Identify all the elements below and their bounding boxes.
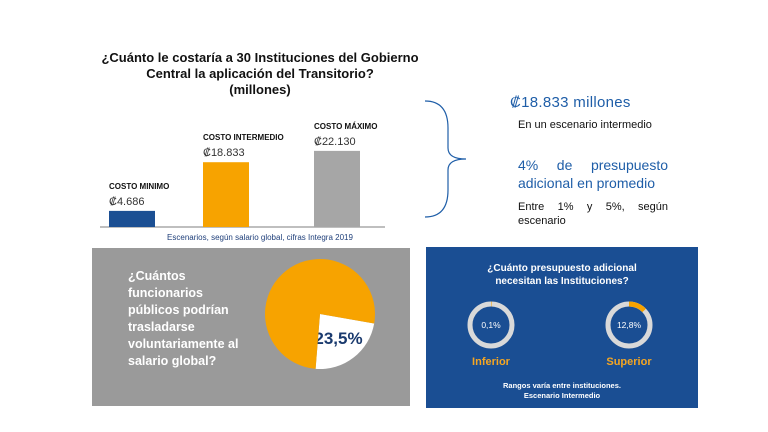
donut-fill — [605, 301, 653, 349]
pie-slice — [315, 314, 375, 369]
bar — [203, 162, 249, 227]
brace-icon — [424, 100, 467, 218]
pie-slice — [265, 259, 375, 369]
budget-note-line: Escenario Intermedio — [523, 391, 601, 400]
bar-title-line-1: ¿Cuánto le costaría a 30 Instituciones d… — [101, 50, 419, 65]
bar-chart-note: Escenarios, según salario global, cifras… — [167, 233, 353, 242]
donut-fill — [467, 301, 515, 349]
main-cost-subtitle: En un escenario intermedio — [518, 119, 652, 131]
budget-range-note: Entre 1% y 5%, según escenario — [518, 201, 668, 227]
bar-value-label: ₡4.686 — [109, 196, 144, 208]
bar-category-label: COSTO INTERMEDIO — [203, 133, 284, 142]
pie-question-line: voluntariamente al — [128, 337, 239, 351]
pie-slice-label: 23,5% — [314, 329, 362, 348]
donut-value: 12,8% — [617, 320, 642, 330]
budget-question-line: necesitan las Instituciones? — [495, 276, 629, 287]
budget-question-line: ¿Cuánto presupuesto adicional — [487, 263, 637, 274]
bar-value-label: ₡18.833 — [203, 147, 245, 159]
bar-chart-title: ¿Cuánto le costaría a 30 Instituciones d… — [100, 50, 420, 98]
pie-question: ¿Cuántos funcionarios públicos podrían t… — [128, 268, 268, 370]
pie-question-line: ¿Cuántos — [128, 269, 186, 283]
bar — [109, 210, 155, 227]
cost-bar-chart: ₡4.686 COSTO MINIMO ₡18.833 COSTO INTERMEDI… — [100, 122, 385, 228]
average-budget-percent: 4% de presupuesto adicional en promedio — [518, 157, 668, 191]
donut-value: 0,1% — [481, 320, 501, 330]
pie-question-line: trasladarse — [128, 320, 195, 334]
donut-label: Inferior — [472, 356, 511, 368]
bar — [314, 150, 360, 227]
budget-question: ¿Cuánto presupuesto adicional necesitan … — [440, 262, 684, 288]
budget-note-line: Rangos varía entre instituciones. — [503, 381, 621, 390]
bar-title-line-2: Central la aplicación del Transitorio? — [146, 66, 374, 81]
main-cost-figure: ₡18.833 millones — [510, 94, 631, 111]
budget-note: Rangos varía entre instituciones. Escena… — [440, 381, 684, 401]
bar-category-label: COSTO MINIMO — [109, 182, 169, 191]
pie-question-line: funcionarios — [128, 286, 204, 300]
budget-donut-charts: 0,1% Inferior 12,8% Superior — [467, 301, 653, 368]
transfer-pie-chart: 23,5% — [265, 259, 375, 369]
donut-label: Superior — [606, 356, 652, 368]
pie-question-line: salario global? — [128, 354, 217, 368]
bar-category-label: COSTO MÁXIMO — [314, 122, 377, 131]
pie-question-line: públicos podrían — [128, 303, 229, 317]
bar-title-line-3: (millones) — [229, 82, 291, 97]
bar-value-label: ₡22.130 — [314, 136, 356, 148]
